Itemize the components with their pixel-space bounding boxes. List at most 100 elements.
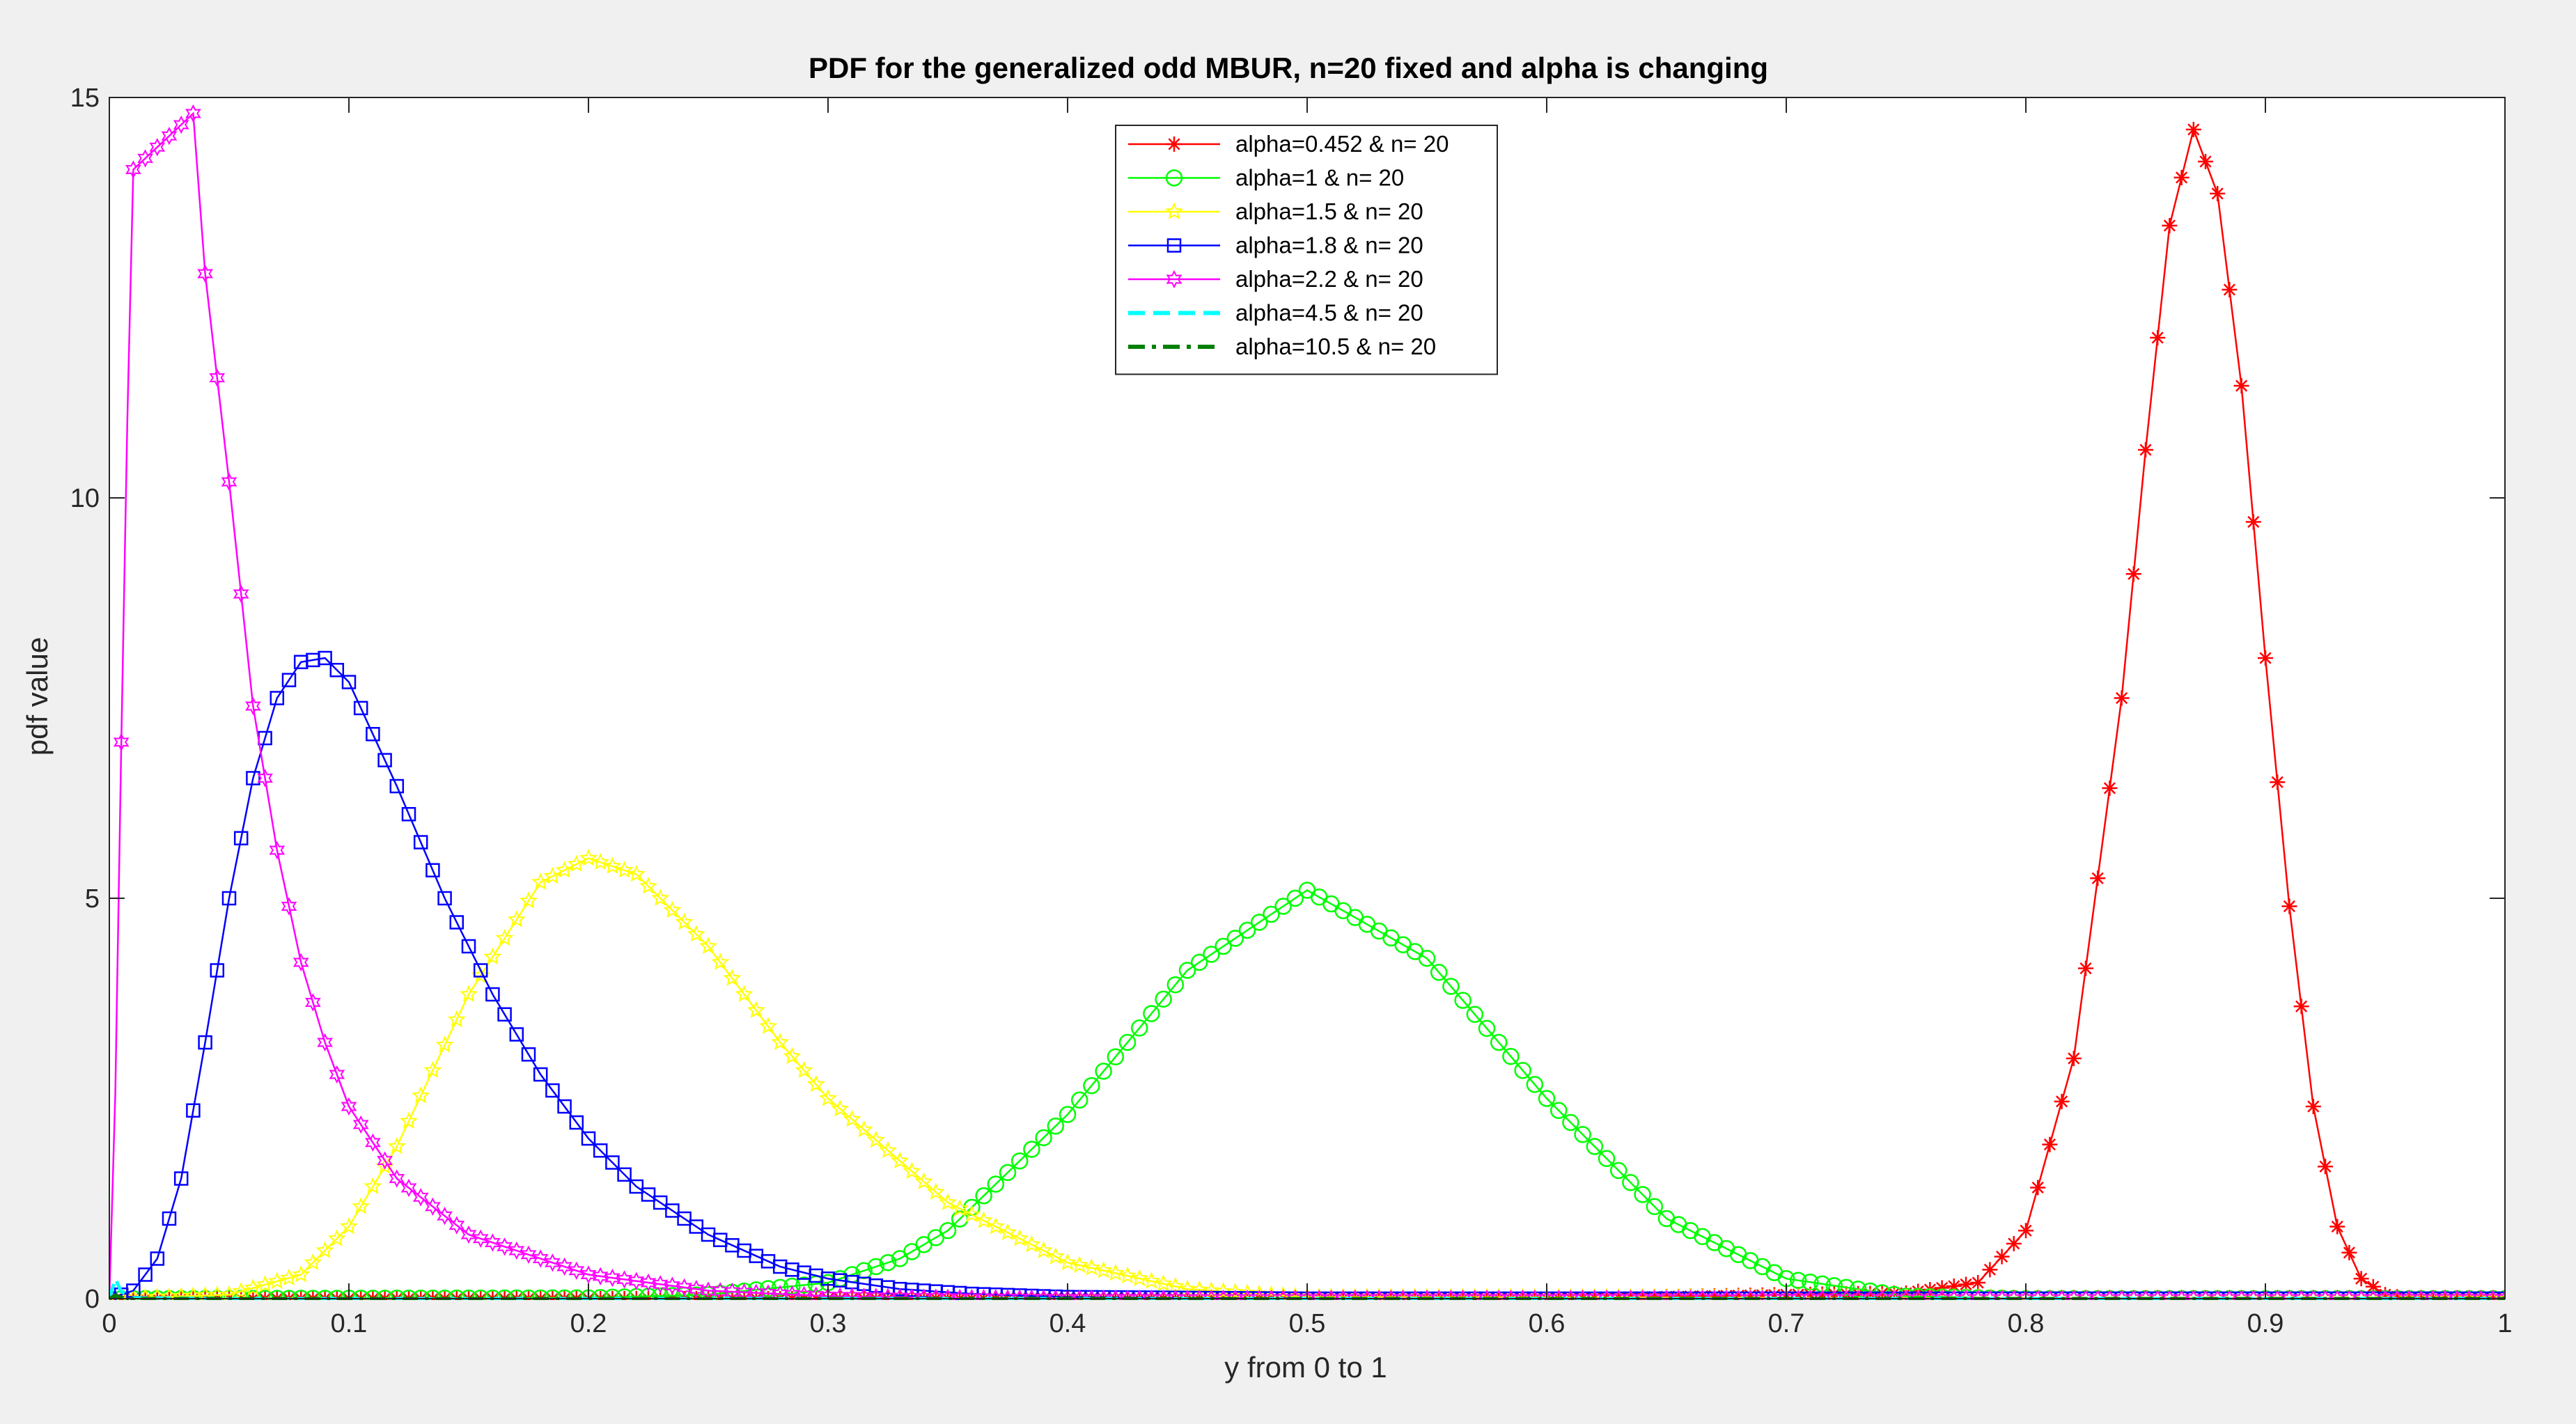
- data-point: [1514, 1062, 1531, 1079]
- data-point: [1214, 1282, 1233, 1299]
- data-point: [1118, 1266, 1137, 1284]
- x-tick-label: 0.7: [1768, 1309, 1805, 1338]
- data-point: [1862, 1285, 1878, 1300]
- x-tick-label: 0.8: [2008, 1309, 2045, 1338]
- data-point: [1825, 1277, 1843, 1294]
- data-point: [604, 1268, 620, 1288]
- data-point: [1154, 1274, 1173, 1292]
- data-point: [2270, 774, 2286, 790]
- data-point: [1046, 1246, 1065, 1265]
- data-point: [315, 1241, 334, 1258]
- data-point: [281, 673, 297, 687]
- data-point: [987, 1175, 1005, 1193]
- data-point: [2318, 1159, 2333, 1175]
- data-point: [1526, 1076, 1544, 1093]
- data-point: [341, 1097, 357, 1116]
- x-tick-label: 0.4: [1049, 1309, 1086, 1338]
- data-point: [605, 1155, 620, 1170]
- data-point: [676, 1278, 692, 1297]
- data-point: [138, 1267, 153, 1282]
- data-point: [400, 1111, 418, 1129]
- data-point: [2222, 282, 2238, 297]
- data-point: [556, 1257, 572, 1276]
- data-point: [1731, 1288, 1747, 1300]
- data-point: [270, 691, 285, 705]
- data-point: [447, 1010, 466, 1028]
- data-point: [161, 127, 178, 146]
- data-point: [2173, 170, 2189, 185]
- data-point: [1790, 1287, 1806, 1300]
- data-point: [460, 985, 478, 1002]
- data-point: [412, 1086, 430, 1104]
- data-point: [639, 1288, 657, 1300]
- data-point: [1970, 1275, 1986, 1290]
- data-point: [531, 873, 550, 890]
- data-point: [652, 1275, 669, 1294]
- data-point: [257, 769, 273, 788]
- data-point: [867, 1258, 885, 1276]
- data-point: [485, 1233, 501, 1252]
- y-tick-label: 5: [85, 884, 100, 914]
- data-point: [1190, 1280, 1209, 1298]
- data-point: [1250, 914, 1268, 931]
- data-point: [340, 1216, 358, 1235]
- data-point: [400, 1178, 417, 1198]
- data-point: [1094, 1260, 1113, 1278]
- data-point: [831, 1099, 850, 1117]
- data-point: [329, 1065, 345, 1084]
- data-point: [520, 891, 538, 909]
- data-point: [914, 1172, 933, 1190]
- data-point: [2138, 442, 2153, 457]
- data-point: [675, 912, 694, 930]
- data-point: [497, 1007, 512, 1022]
- data-point: [593, 1143, 608, 1158]
- data-point: [1719, 1288, 1734, 1300]
- data-point: [1430, 964, 1448, 981]
- data-point: [1958, 1276, 1974, 1292]
- data-point: [280, 1268, 298, 1286]
- data-point: [1766, 1287, 1782, 1300]
- data-point: [1023, 1141, 1040, 1158]
- data-point: [557, 1099, 572, 1114]
- data-point: [641, 1187, 656, 1202]
- data-point: [461, 939, 476, 954]
- data-point: [580, 1265, 597, 1284]
- data-point: [244, 1278, 263, 1296]
- data-point: [1574, 1126, 1591, 1143]
- data-point: [1478, 1019, 1496, 1038]
- data-point: [353, 701, 368, 716]
- legend-label: alpha=4.5 & n= 20: [1235, 300, 1423, 326]
- data-point: [508, 1241, 525, 1260]
- data-point: [771, 1033, 790, 1050]
- data-point: [2018, 1223, 2034, 1239]
- data-point: [137, 149, 153, 168]
- legend-label: alpha=1.5 & n= 20: [1235, 198, 1423, 224]
- data-point: [173, 1171, 189, 1186]
- data-point: [497, 1237, 513, 1256]
- data-point: [1118, 1033, 1137, 1051]
- data-point: [651, 1287, 669, 1300]
- data-point: [543, 866, 562, 884]
- data-point: [569, 1115, 584, 1130]
- data-point: [485, 987, 500, 1002]
- data-point: [1683, 1288, 1699, 1300]
- data-point: [304, 1253, 322, 1271]
- data-point: [735, 985, 754, 1002]
- data-point: [1562, 1113, 1579, 1132]
- data-point: [1274, 898, 1292, 915]
- data-point: [483, 947, 502, 965]
- data-point: [221, 472, 237, 492]
- data-point: [256, 1275, 274, 1292]
- data-point: [1850, 1285, 1866, 1300]
- data-point: [1059, 1253, 1077, 1271]
- data-point: [1814, 1286, 1830, 1300]
- data-point: [1454, 992, 1472, 1009]
- data-point: [806, 1074, 825, 1093]
- data-point: [640, 1273, 657, 1292]
- x-tick-label: 0.6: [1529, 1309, 1566, 1338]
- data-point: [939, 1193, 957, 1210]
- data-point: [891, 1151, 910, 1169]
- data-point: [2341, 1244, 2357, 1260]
- x-tick-label: 1: [2497, 1309, 2512, 1338]
